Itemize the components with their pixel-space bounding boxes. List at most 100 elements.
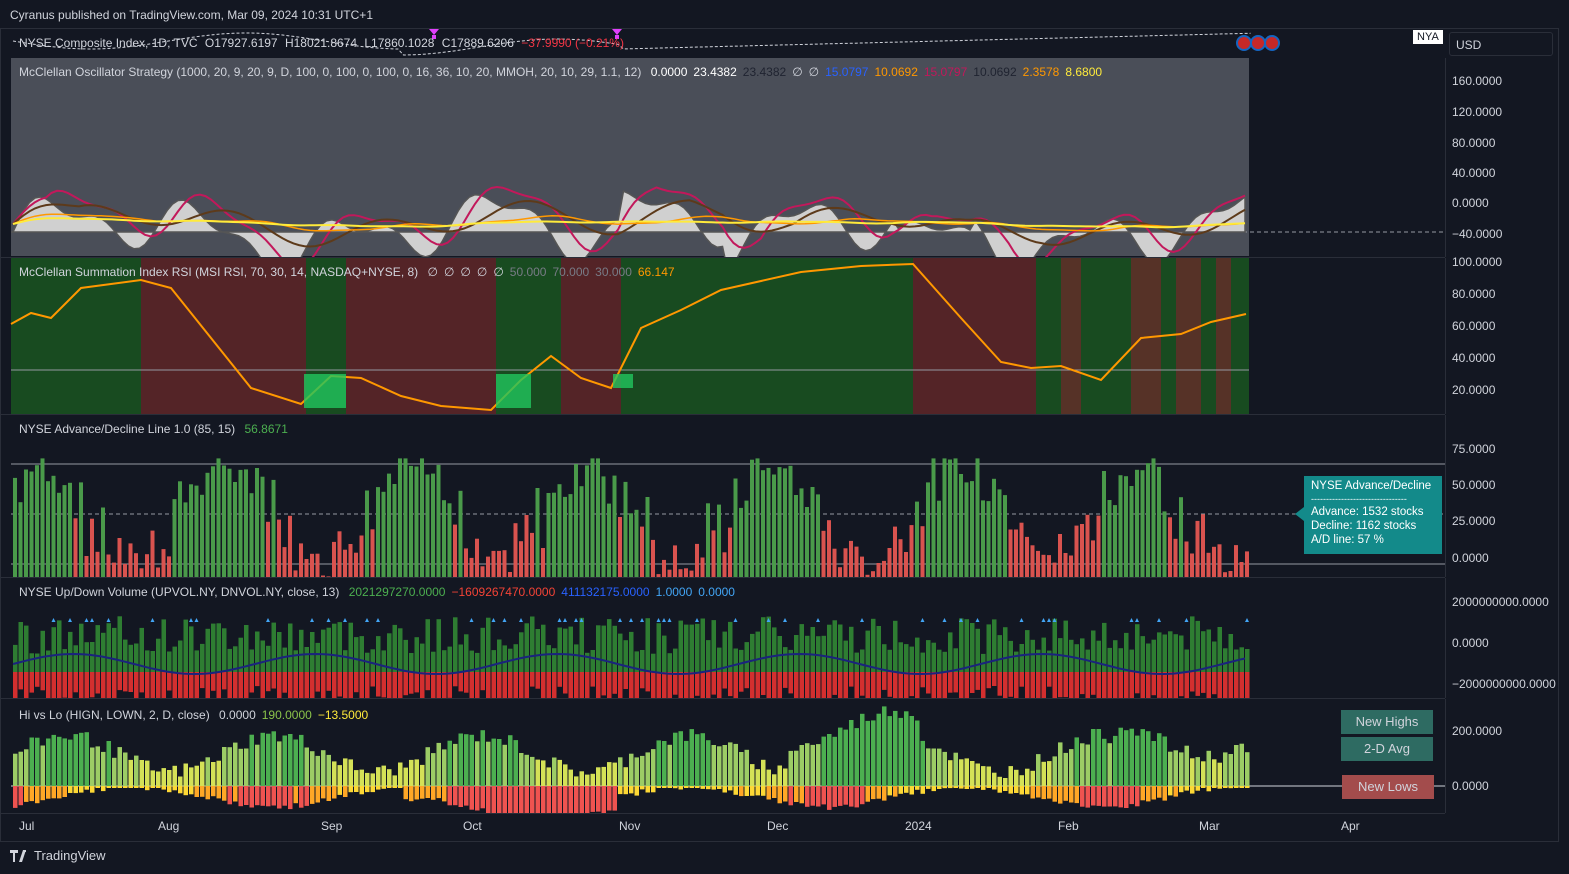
hilo-low-bar bbox=[106, 786, 111, 788]
volume-down-bar bbox=[541, 672, 546, 698]
hilo-low-bar bbox=[590, 786, 595, 812]
hilo-pane[interactable]: Hi vs Lo (HIGN, LOWN, 2, D, close) 0.000… bbox=[1, 699, 1445, 814]
volume-up-bar bbox=[931, 642, 936, 672]
hilo-low-bar bbox=[1217, 786, 1222, 789]
currency-selector[interactable]: USD bbox=[1449, 32, 1553, 56]
oscillator-legend[interactable]: McClellan Oscillator Strategy (1000, 20,… bbox=[19, 65, 1114, 79]
volume-up-bar bbox=[816, 636, 821, 672]
main-legend[interactable]: NYSE Composite Index, 1D, TVC O17927.619… bbox=[19, 36, 624, 50]
volume-down-bar bbox=[1151, 672, 1156, 696]
ad-bar bbox=[750, 459, 754, 577]
volume-down-bar bbox=[601, 672, 606, 696]
rsi-axis[interactable]: 100.0000 80.0000 60.0000 40.0000 20.0000 bbox=[1445, 255, 1559, 414]
symbol-badge[interactable]: NYA bbox=[1413, 30, 1443, 44]
volume-down-bar bbox=[1074, 672, 1079, 698]
hilo-low-bar bbox=[1162, 786, 1167, 801]
hilo-high-bar bbox=[706, 740, 711, 786]
oscillator-axis[interactable]: 160.0000 120.0000 80.0000 40.0000 0.0000… bbox=[1445, 58, 1559, 257]
ad-bar bbox=[1184, 541, 1189, 577]
hilo-low-bar bbox=[744, 786, 749, 796]
volume-down-bar bbox=[266, 672, 271, 692]
hilo-high-bar bbox=[370, 773, 375, 786]
volume-down-bar bbox=[310, 672, 315, 698]
volume-up-bar bbox=[772, 627, 777, 672]
hilo-high-bar bbox=[106, 741, 111, 786]
oscillator-pane[interactable]: McClellan Oscillator Strategy (1000, 20,… bbox=[1, 58, 1445, 258]
ad-bar bbox=[783, 468, 787, 577]
ad-bar bbox=[1091, 540, 1095, 577]
volume-up-bar bbox=[992, 619, 997, 672]
hilo-low-bar bbox=[1085, 786, 1090, 808]
volume-pane[interactable]: NYSE Up/Down Volume (UPVOL.NY, DNVOL.NY,… bbox=[1, 578, 1445, 699]
hilo-high-bar bbox=[579, 771, 584, 786]
hilo-low-bar bbox=[821, 786, 826, 805]
hilo-high-bar bbox=[816, 744, 821, 786]
ad-bar bbox=[211, 466, 215, 577]
volume-up-bar bbox=[326, 627, 331, 672]
ad-bar bbox=[1217, 544, 1222, 577]
volume-legend[interactable]: NYSE Up/Down Volume (UPVOL.NY, DNVOL.NY,… bbox=[19, 585, 747, 599]
ad-bar bbox=[799, 488, 804, 577]
hilo-high-bar bbox=[1151, 741, 1156, 786]
footer[interactable]: TradingView bbox=[10, 848, 106, 863]
ad-axis[interactable]: 75.0000 50.0000 25.0000 0.0000 bbox=[1445, 415, 1559, 577]
hilo-high-bar bbox=[799, 745, 804, 786]
advance-decline-pane[interactable]: NYSE Advance/Decline Line 1.0 (85, 15) 5… bbox=[1, 415, 1445, 578]
hilo-low-bar bbox=[695, 786, 700, 788]
volume-up-bar bbox=[596, 625, 601, 672]
ad-bar bbox=[1074, 525, 1079, 577]
time-axis[interactable]: Jul Aug Sep Oct Nov Dec 2024 Feb Mar Apr bbox=[1, 813, 1445, 839]
volume-up-bar bbox=[469, 650, 474, 672]
volume-down-bar bbox=[953, 672, 958, 693]
volume-down-bar bbox=[656, 672, 661, 698]
ad-bar bbox=[1195, 520, 1200, 577]
volume-marker bbox=[469, 618, 474, 622]
ad-bar bbox=[392, 484, 397, 577]
hilo-low-bar bbox=[733, 786, 738, 795]
hilo-low-bar bbox=[508, 786, 513, 813]
hilo-low-bar bbox=[321, 786, 326, 799]
ad-bar bbox=[1245, 551, 1249, 577]
volume-up-bar bbox=[535, 629, 540, 672]
chart-area[interactable]: NYSE Composite Index, 1D, TVC O17927.619… bbox=[0, 28, 1559, 842]
rsi-pane[interactable]: McClellan Summation Index RSI (MSI RSI, … bbox=[1, 258, 1445, 415]
ad-bar bbox=[612, 475, 617, 577]
hilo-high-bar bbox=[486, 741, 491, 786]
volume-title: NYSE Up/Down Volume (UPVOL.NY, DNVOL.NY,… bbox=[19, 585, 340, 599]
ad-bar bbox=[370, 529, 375, 577]
main-legend-low: L17860.1028 bbox=[364, 36, 435, 50]
legend-value: −13.5000 bbox=[317, 708, 369, 722]
hilo-low-bar bbox=[959, 786, 964, 789]
hilo-high-bar bbox=[1025, 768, 1030, 786]
ad-bar bbox=[326, 576, 331, 577]
rsi-region bbox=[181, 258, 306, 414]
volume-up-bar bbox=[612, 625, 617, 672]
ad-bar bbox=[46, 481, 50, 577]
volume-axis[interactable]: 2000000000.0000 0.0000 −2000000000.0000 bbox=[1445, 578, 1559, 698]
volume-down-bar bbox=[480, 672, 485, 691]
hilo-high-bar bbox=[299, 734, 304, 786]
hilo-high-bar bbox=[271, 731, 276, 786]
hilo-axis[interactable]: 200.0000 0.0000 bbox=[1445, 699, 1559, 813]
hilo-low-bar bbox=[24, 786, 29, 802]
ad-legend[interactable]: NYSE Advance/Decline Line 1.0 (85, 15) 5… bbox=[19, 422, 300, 436]
hilo-high-bar bbox=[887, 716, 892, 786]
rsi-legend[interactable]: McClellan Summation Index RSI (MSI RSI, … bbox=[19, 265, 687, 279]
volume-marker bbox=[266, 618, 270, 622]
volume-marker bbox=[376, 618, 380, 622]
hilo-high-bar bbox=[365, 772, 370, 786]
hilo-high-bar bbox=[1140, 729, 1145, 786]
volume-up-bar bbox=[684, 624, 689, 672]
volume-down-bar bbox=[1234, 672, 1239, 698]
time-label: Aug bbox=[158, 819, 180, 833]
hilo-low-bar bbox=[326, 786, 331, 801]
volume-up-bar bbox=[618, 633, 623, 672]
ad-bar bbox=[1135, 469, 1139, 577]
hilo-low-bar bbox=[420, 786, 425, 799]
hilo-legend[interactable]: Hi vs Lo (HIGN, LOWN, 2, D, close) 0.000… bbox=[19, 708, 380, 722]
axis-tick: 50.0000 bbox=[1452, 478, 1496, 492]
hilo-low-bar bbox=[1003, 786, 1008, 791]
hilo-low-bar bbox=[255, 786, 260, 806]
volume-down-bar bbox=[948, 672, 953, 693]
volume-down-bar bbox=[172, 672, 177, 698]
